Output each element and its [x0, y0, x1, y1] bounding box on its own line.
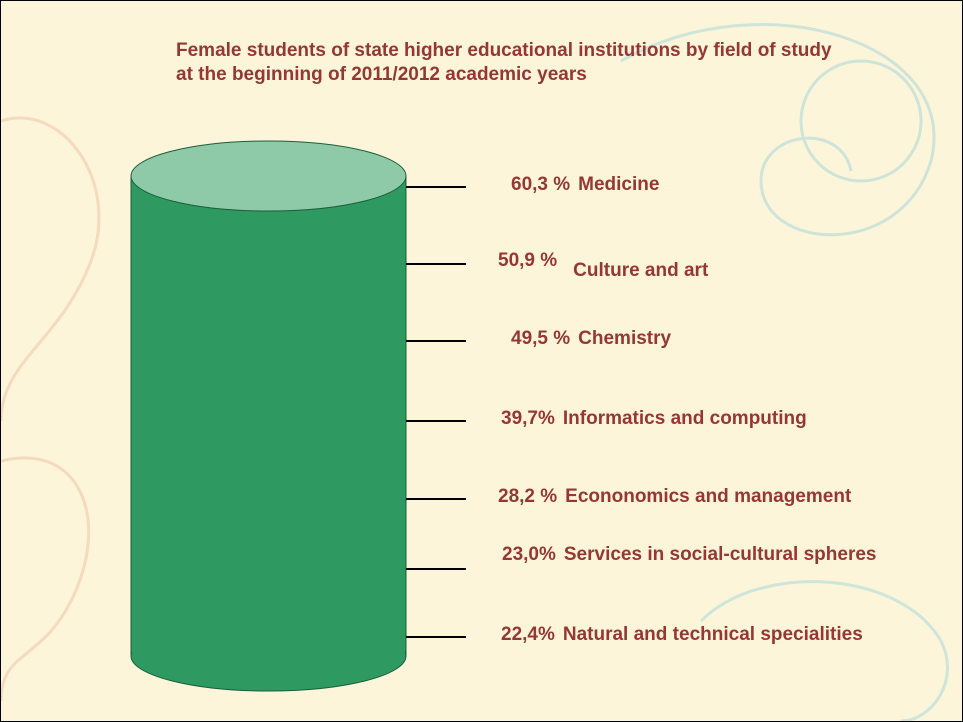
paisley	[1, 456, 91, 702]
percent: 23,0%	[502, 544, 556, 565]
field: Services in social-cultural spheres	[563, 544, 877, 565]
item-label: 39,7% Informatics and computing	[501, 407, 807, 431]
item-label: 50,9 % Culture and art	[498, 249, 708, 281]
field: Medicine	[578, 174, 660, 195]
cylinder-top	[130, 140, 407, 212]
paisley	[799, 59, 923, 183]
field: Chemistry	[578, 328, 672, 349]
item-label: 49,5 % Chemistry	[511, 327, 671, 351]
item-label: 28,2 % Econonomics and management	[498, 485, 851, 509]
item-label: 23,0% Services in social-cultural spheres	[498, 543, 898, 567]
percent: 49,5 %	[511, 328, 571, 349]
item-label: 22,4% Natural and technical specialities	[501, 623, 863, 647]
field: Natural and technical specialities	[562, 624, 863, 645]
percent: 50,9 %	[498, 250, 558, 271]
field: Econonomics and management	[565, 486, 852, 507]
paisley	[620, 23, 936, 237]
percent: 28,2 %	[498, 486, 558, 507]
paisley	[1, 116, 101, 422]
item-label: 60,3 % Medicine	[511, 173, 659, 197]
title: Female students of state higher educatio…	[176, 40, 832, 85]
field: Informatics and computing	[562, 408, 807, 429]
cylinder-fill	[132, 176, 405, 656]
paisley	[699, 580, 949, 721]
field: Culture and art	[573, 260, 709, 281]
percent: 60,3 %	[511, 174, 571, 195]
percent: 39,7%	[501, 408, 555, 429]
percent: 22,4%	[501, 624, 555, 645]
